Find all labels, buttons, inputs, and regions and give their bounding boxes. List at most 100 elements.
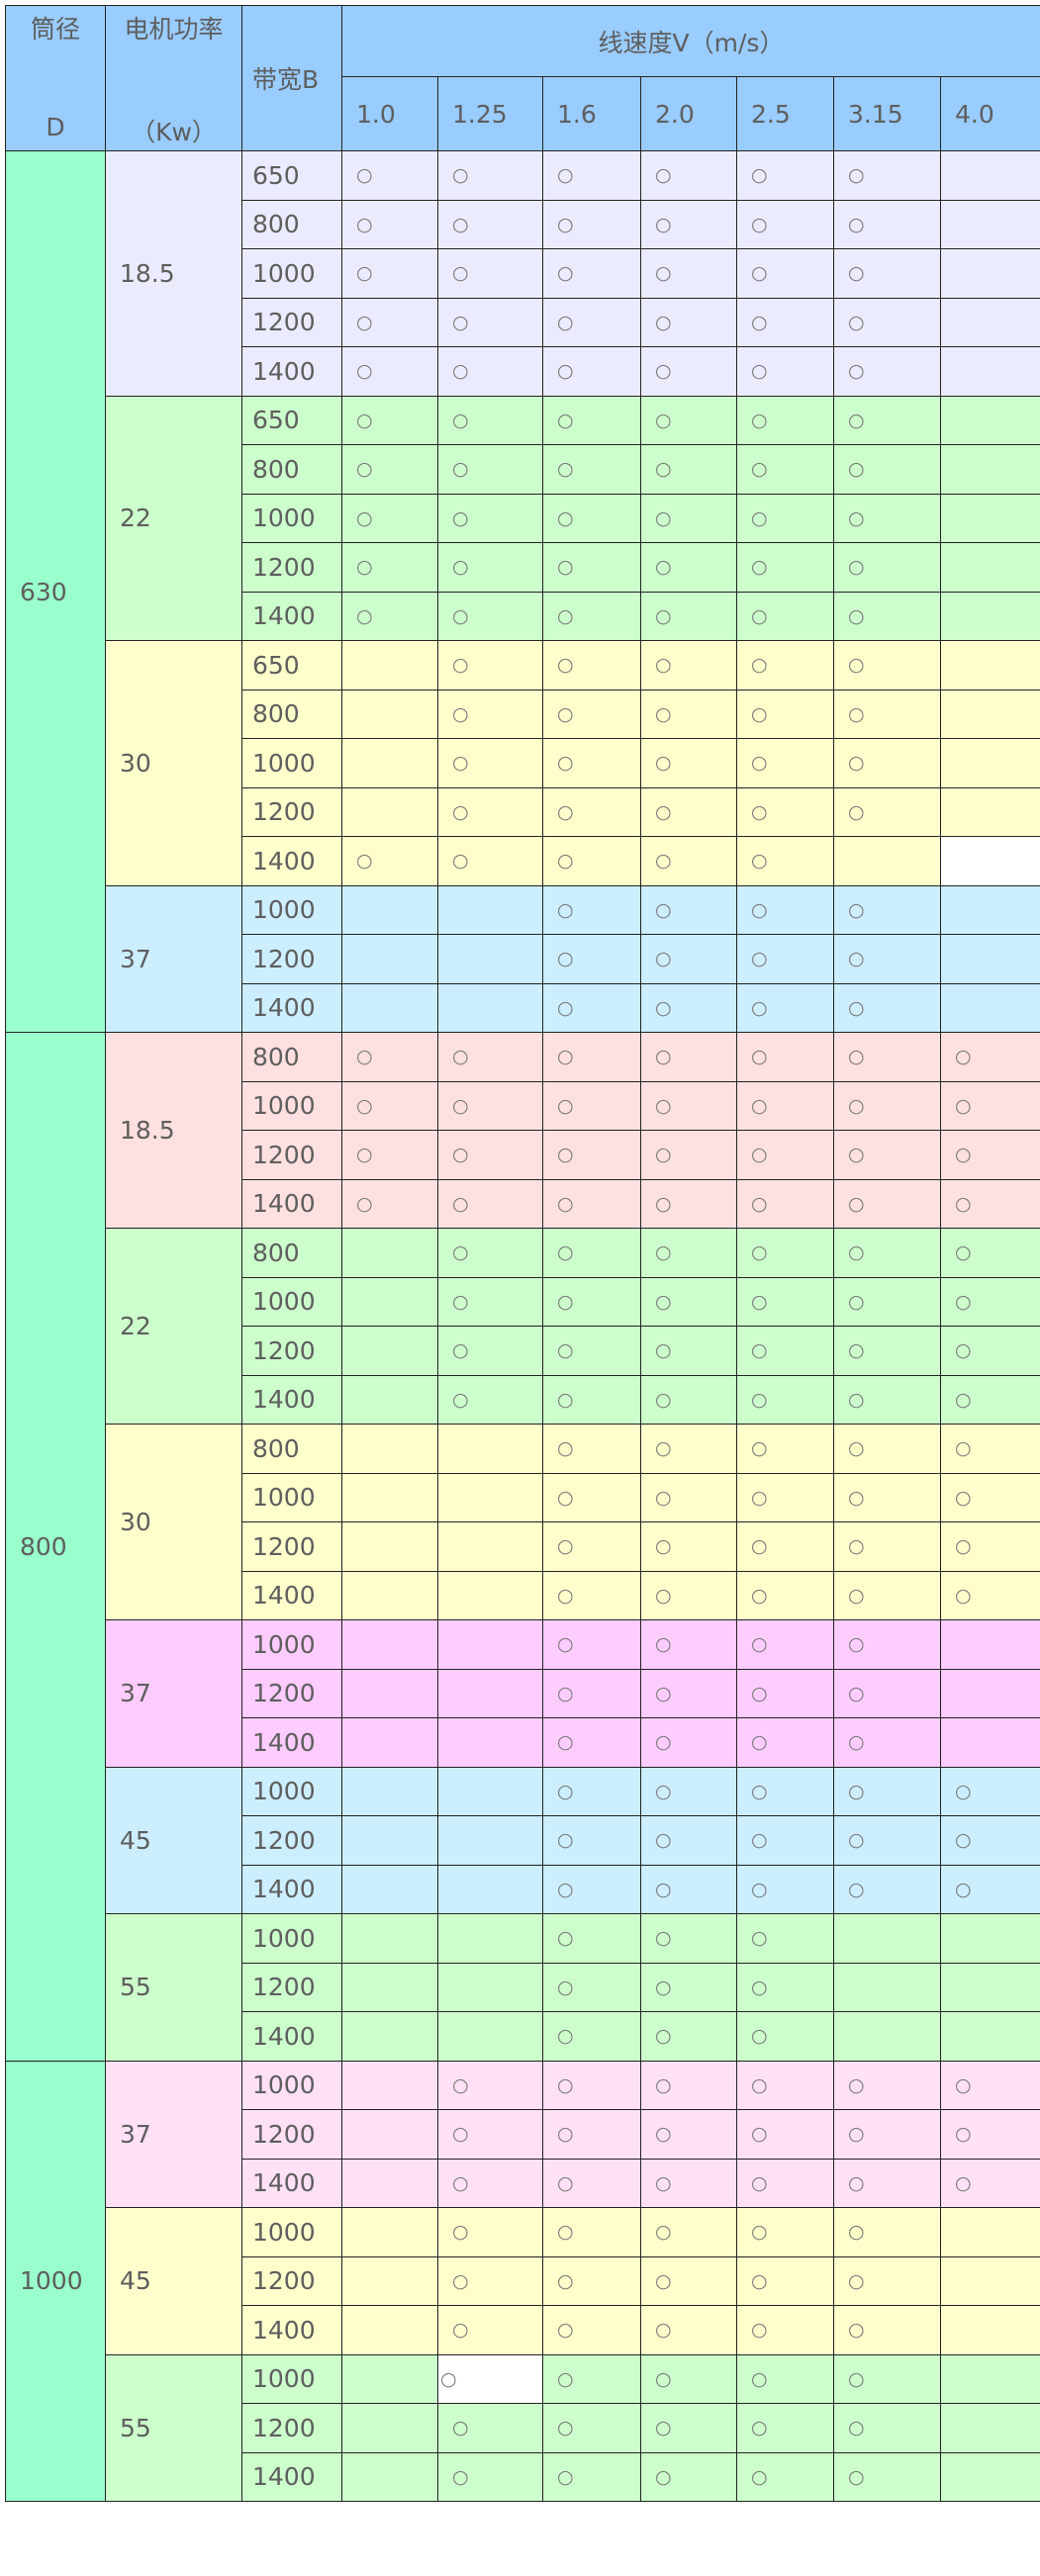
availability-mark: ○ (833, 934, 941, 984)
availability-mark: ○ (939, 1570, 1040, 1620)
power-cell: 22 (105, 1228, 242, 1425)
table-row: 800 18.5 800 ○ ○ ○ ○ ○ ○ ○ (5, 1032, 1040, 2062)
availability-mark: ○ (437, 2158, 543, 2208)
empty-cell (939, 2305, 1040, 2355)
availability-mark: ○ (640, 1326, 737, 1376)
availability-mark: ○ (341, 395, 438, 445)
availability-mark: ○ (542, 591, 641, 641)
availability-mark: ○ (640, 199, 737, 249)
header-speed-2.0: 2.0 (640, 76, 737, 151)
empty-cell (341, 2207, 438, 2257)
availability-mark: ○ (640, 786, 737, 837)
availability-mark: ○ (542, 1913, 641, 1964)
availability-mark: ○ (736, 2060, 834, 2110)
belt-width-cell: 1000 (241, 884, 342, 935)
availability-mark: ○ (833, 2207, 941, 2257)
power-cell: 45 (105, 2207, 242, 2355)
table-row: 1400 ○ ○ ○ ○ ○ ○ (6, 1374, 1040, 1425)
availability-mark: ○ (736, 1619, 834, 1670)
availability-mark: ○ (640, 640, 737, 690)
availability-mark: ○ (833, 150, 941, 201)
availability-mark: ○ (640, 2305, 737, 2355)
availability-mark: ○ (640, 2109, 737, 2160)
belt-width-cell: 1200 (241, 1815, 342, 1866)
table-row: 1400 ○ ○ ○ ○ ○ (6, 2305, 1040, 2355)
empty-cell (341, 1668, 438, 1718)
availability-mark: ○ (542, 1326, 641, 1376)
availability-mark: ○ (939, 1178, 1040, 1229)
empty-cell (939, 2353, 1040, 2404)
header-speed-2.5: 2.5 (736, 76, 834, 151)
availability-mark: ○ (736, 2403, 834, 2453)
availability-mark: ○ (640, 1619, 737, 1670)
empty-cell (341, 2158, 438, 2208)
availability-mark: ○ (939, 1815, 1040, 1866)
header-speed-1.6: 1.6 (542, 76, 641, 151)
availability-mark: ○ (833, 1570, 941, 1620)
power-cell: 18.5 (105, 150, 242, 397)
empty-cell (437, 1521, 543, 1572)
availability-mark: ○ (833, 1424, 941, 1474)
availability-mark: ○ (833, 1521, 941, 1572)
availability-mark: ○ (833, 591, 941, 641)
availability-mark: ○ (341, 542, 438, 593)
header-power-unit: （Kw） (131, 118, 217, 146)
availability-mark: ○ (640, 1570, 737, 1620)
availability-mark: ○ (640, 1717, 737, 1768)
empty-cell (939, 2403, 1040, 2453)
availability-mark: ○ (736, 884, 834, 935)
availability-mark: ○ (437, 1228, 543, 1278)
availability-mark: ○ (542, 2207, 641, 2257)
empty-cell (939, 346, 1040, 397)
availability-mark: ○ (341, 297, 438, 347)
availability-mark: ○ (833, 1178, 941, 1229)
availability-mark: ○ (437, 542, 543, 593)
belt-width-cell: 1000 (241, 2353, 342, 2404)
empty-cell (939, 836, 1040, 885)
availability-mark: ○ (437, 2403, 543, 2453)
table-row: 1400 ○ ○ ○ ○ ○ ○ ○ (6, 1178, 1040, 1229)
availability-mark: ○ (736, 934, 834, 984)
table-row: 1400 ○ ○ ○ ○ ○ (6, 836, 1040, 886)
belt-width-cell: 1400 (241, 1717, 342, 1768)
belt-width-cell: 1400 (241, 836, 342, 886)
empty-cell (939, 2451, 1040, 2502)
availability-mark: ○ (736, 1717, 834, 1768)
availability-mark: ○ (640, 591, 737, 641)
table-row: 1200 ○ ○ ○ ○ ○ (6, 2403, 1040, 2453)
availability-mark: ○ (542, 1276, 641, 1327)
availability-mark: ○ (736, 1276, 834, 1327)
table-row: 1400 ○ ○ ○ (6, 2011, 1040, 2062)
empty-cell (833, 1962, 941, 2012)
belt-width-cell: 1000 (241, 1766, 342, 1816)
belt-width-cell: 800 (241, 199, 342, 249)
availability-mark: ○ (833, 2305, 941, 2355)
availability-mark: ○ (542, 2109, 641, 2160)
availability-mark: ○ (736, 836, 834, 886)
power-cell: 30 (105, 640, 242, 886)
table-row: 630 18.5 650 ○ ○ ○ ○ ○ ○ (5, 150, 1040, 1033)
availability-mark: ○ (542, 1521, 641, 1572)
header-diameter: 筒径 D (5, 5, 106, 151)
availability-mark: ○ (640, 1080, 737, 1131)
empty-cell (939, 2011, 1040, 2062)
availability-mark: ○ (437, 836, 543, 886)
empty-cell (437, 884, 543, 935)
availability-mark: ○ (640, 1032, 737, 1082)
empty-cell (939, 884, 1040, 935)
availability-mark: ○ (542, 884, 641, 935)
empty-cell (437, 982, 543, 1033)
availability-mark: ○ (736, 1962, 834, 2012)
belt-width-cell: 1200 (241, 542, 342, 593)
availability-mark: ○ (736, 2109, 834, 2160)
empty-cell (939, 395, 1040, 445)
empty-cell (341, 2353, 438, 2404)
belt-width-cell: 1400 (241, 2011, 342, 2062)
availability-mark: ○ (736, 1864, 834, 1914)
availability-mark: ○ (341, 346, 438, 397)
availability-mark: ○ (542, 2060, 641, 2110)
availability-mark: ○ (542, 346, 641, 397)
availability-mark: ○ (542, 150, 641, 201)
availability-mark: ○ (640, 2060, 737, 2110)
availability-mark: ○ (640, 689, 737, 739)
